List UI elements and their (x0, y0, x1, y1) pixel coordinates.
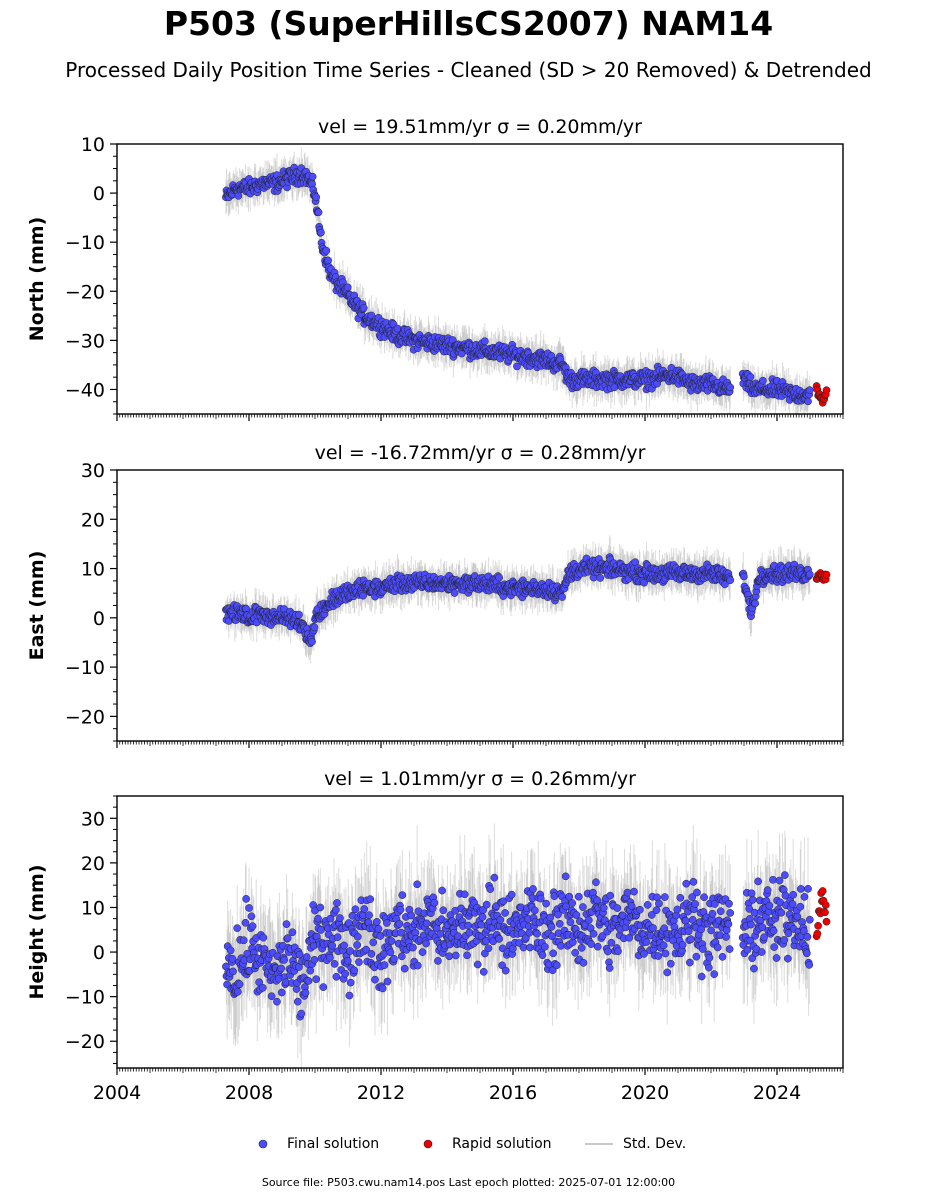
y-tick-label: 10 (81, 559, 105, 581)
ylabel-east: East (mm) (26, 551, 48, 661)
final-solution-point (450, 589, 459, 597)
final-solution-point (312, 193, 321, 202)
panel-title-height: vel = 1.01mm/yr σ = 0.26mm/yr (324, 768, 636, 790)
final-solution-point (558, 593, 566, 601)
ylabel-north: North (mm) (26, 217, 48, 342)
final-solution-point (359, 591, 367, 600)
final-solution-point (295, 610, 303, 619)
final-solution-point (726, 576, 735, 585)
y-tick-label: −10 (65, 232, 105, 254)
rapid-solution-point (822, 386, 831, 395)
panel-title-north: vel = 19.51mm/yr σ = 0.20mm/yr (318, 116, 642, 138)
final-solution-point (481, 337, 489, 346)
final-solution-point (804, 397, 812, 406)
final-solution-point (317, 228, 325, 237)
chart-title: P503 (SuperHillsCS2007) NAM14 (163, 4, 774, 43)
y-tick-label: −30 (65, 330, 105, 352)
final-solution-point (751, 599, 760, 608)
y-tick-label: 0 (93, 608, 105, 630)
final-solution-point (805, 386, 814, 394)
final-solution-point (308, 172, 317, 181)
final-solution-point (308, 637, 316, 646)
y-tick-label: −20 (65, 281, 105, 303)
final-solution-point (805, 570, 814, 579)
final-solution-point (740, 572, 748, 581)
final-solution-point (513, 362, 521, 371)
final-solution-point (314, 208, 323, 217)
chart-subtitle: Processed Daily Position Time Series - C… (65, 58, 872, 82)
y-tick-label: −10 (65, 657, 105, 679)
final-solution-point (343, 283, 352, 292)
final-solution-point (495, 573, 503, 582)
ylabel-height: Height (mm) (26, 864, 48, 999)
y-tick-label: 30 (81, 460, 105, 482)
final-solution-point (726, 383, 735, 392)
y-tick-label: 0 (93, 183, 105, 205)
y-tick-label: −20 (65, 706, 105, 728)
final-solution-point (310, 623, 319, 632)
plot-area-east (222, 534, 831, 664)
plot-area-north (222, 147, 831, 414)
plot-area-height (222, 823, 831, 1068)
final-solution-point (759, 376, 767, 385)
final-solution-point (596, 574, 604, 582)
final-solution-point (322, 246, 331, 255)
y-tick-label: −40 (65, 379, 105, 401)
final-solution-point (324, 256, 332, 265)
rapid-solution-point (822, 570, 831, 579)
panel-title-east: vel = -16.72mm/yr σ = 0.28mm/yr (315, 442, 646, 464)
y-tick-label: 20 (81, 509, 105, 531)
final-solution-point (359, 304, 368, 312)
y-tick-label: 10 (81, 134, 105, 156)
chart-area: vel = 19.51mm/yr σ = 0.20mm/yr North (mm)… (26, 116, 844, 1104)
final-solution-point (746, 372, 755, 381)
